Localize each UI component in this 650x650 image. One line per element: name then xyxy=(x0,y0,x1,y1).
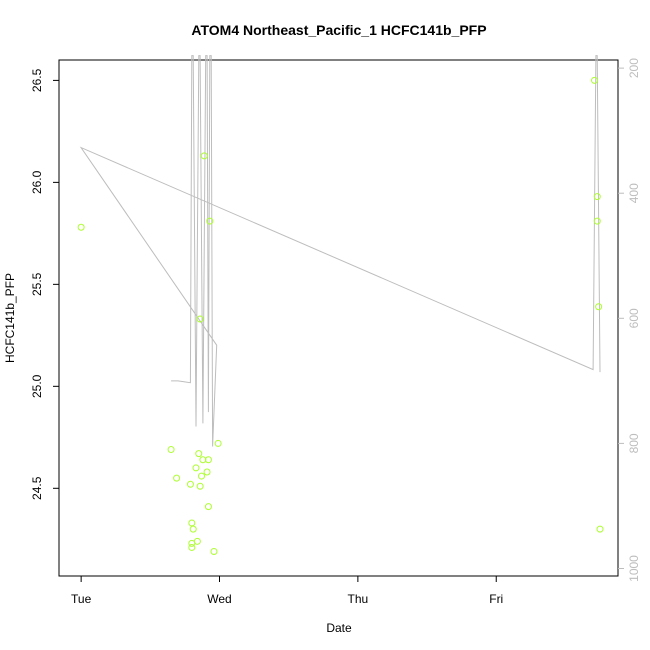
data-point xyxy=(200,152,208,160)
plot-frame xyxy=(58,59,619,577)
data-point xyxy=(198,472,206,480)
data-point xyxy=(590,76,598,84)
chart-title: ATOM4 Northeast_Pacific_1 HCFC141b_PFP xyxy=(191,22,486,38)
data-point xyxy=(206,217,214,225)
y-tick-label: 26.0 xyxy=(30,170,44,194)
data-point xyxy=(192,464,200,472)
data-point xyxy=(188,519,196,527)
y-axis-right: 200 400 600 800 1000 xyxy=(618,58,641,582)
y2-tick-label: 600 xyxy=(627,308,641,328)
y-tick-label: 24.5 xyxy=(30,476,44,500)
x-axis-title: Date xyxy=(326,621,352,635)
x-tick-label: Thu xyxy=(348,592,369,606)
data-point xyxy=(596,525,604,533)
y-tick-label: 26.5 xyxy=(30,68,44,92)
x-tick-label: Fri xyxy=(489,592,503,606)
y2-tick-label: 800 xyxy=(627,433,641,453)
y-tick-label: 25.0 xyxy=(30,374,44,398)
data-point xyxy=(189,525,197,533)
data-point xyxy=(186,480,194,488)
data-point xyxy=(593,217,601,225)
y-axis-left: 24.5 25.0 25.5 26.0 26.5 xyxy=(30,68,59,500)
data-point xyxy=(204,456,212,464)
data-point xyxy=(595,303,603,311)
data-point xyxy=(196,315,204,323)
y-axis-title: HCFC141b_PFP xyxy=(3,273,17,363)
y2-tick-label: 200 xyxy=(627,58,641,78)
data-point xyxy=(214,439,222,447)
data-point xyxy=(196,482,204,490)
x-tick-label: Wed xyxy=(207,592,231,606)
series-layer xyxy=(77,55,604,556)
data-point xyxy=(167,446,175,454)
data-point xyxy=(593,193,601,201)
data-point xyxy=(210,548,218,556)
data-point xyxy=(204,503,212,511)
data-point xyxy=(193,537,201,545)
y2-tick-label: 1000 xyxy=(627,555,641,582)
data-point xyxy=(203,468,211,476)
x-tick-label: Tue xyxy=(71,592,92,606)
y2-tick-label: 400 xyxy=(627,183,641,203)
data-point xyxy=(77,223,85,231)
data-point xyxy=(173,474,181,482)
data-point xyxy=(188,543,196,551)
series-line xyxy=(79,55,601,447)
data-point xyxy=(195,450,203,458)
y-tick-label: 25.5 xyxy=(30,272,44,296)
x-axis: Tue Wed Thu Fri xyxy=(71,575,503,606)
